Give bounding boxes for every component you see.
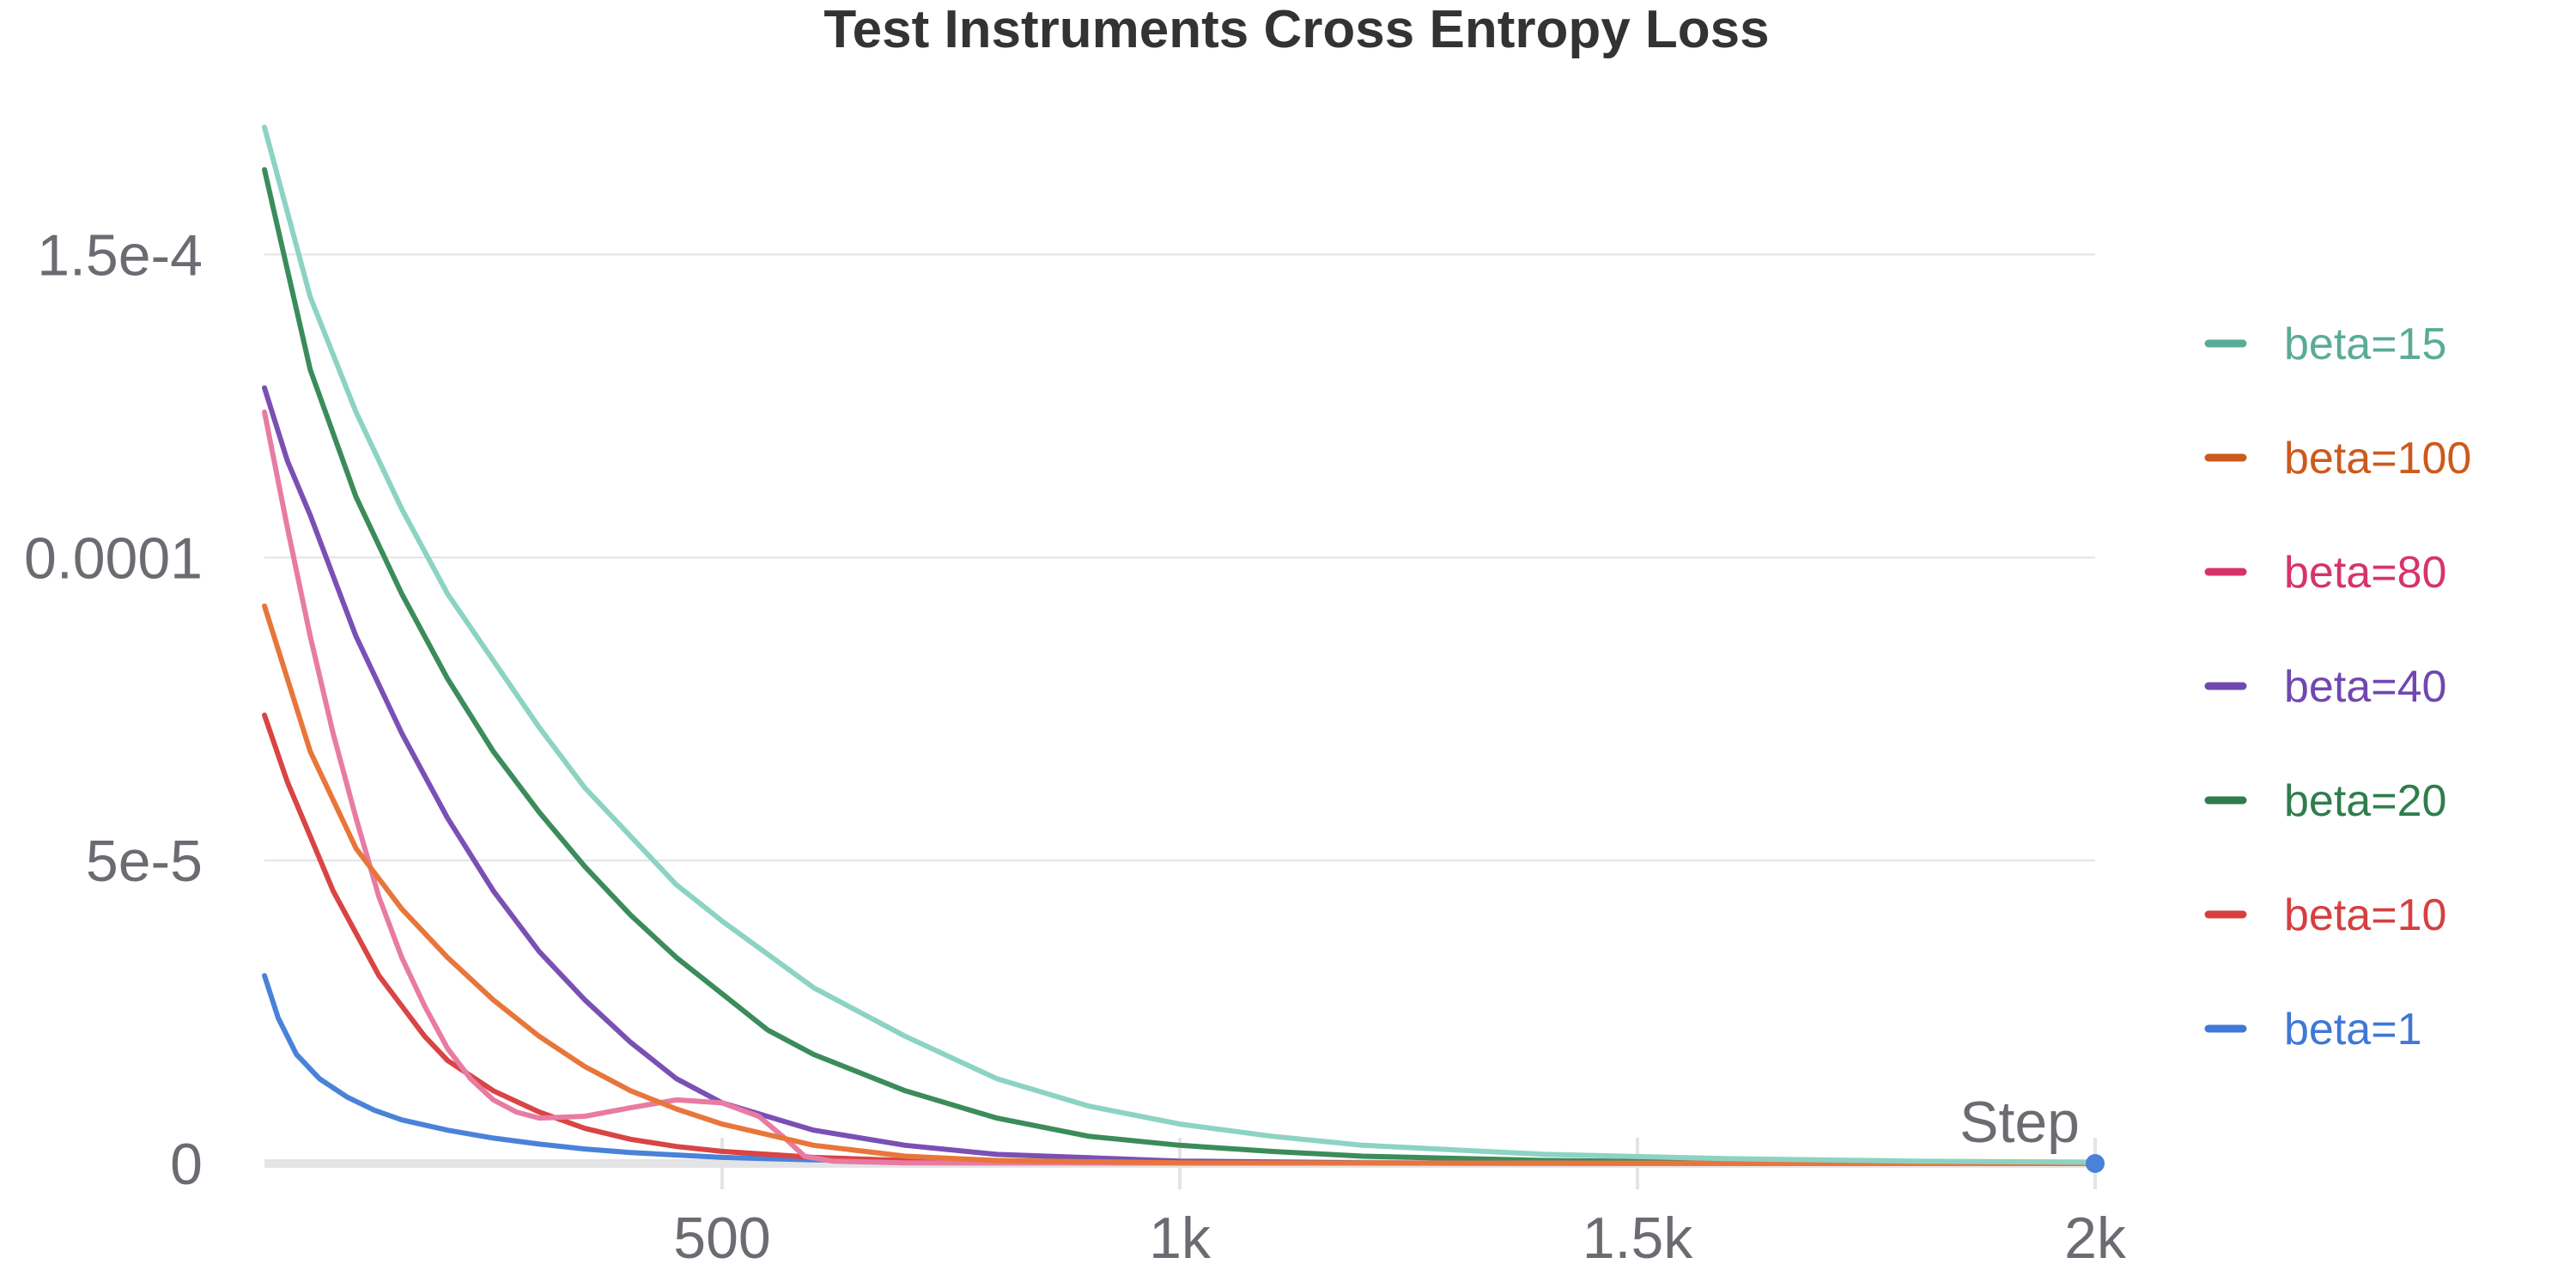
series-lines — [262, 125, 2105, 1173]
x-tick-label: 500 — [673, 1206, 770, 1271]
legend-label: beta=40 — [2284, 662, 2446, 712]
legend-item-beta-15[interactable]: beta=15 — [2204, 319, 2446, 369]
series-line-beta-1 — [262, 973, 2098, 1166]
legend-label: beta=10 — [2284, 890, 2446, 940]
legend-item-beta-100[interactable]: beta=100 — [2204, 434, 2471, 483]
legend-label: beta=100 — [2284, 434, 2471, 483]
legend-item-beta-10[interactable]: beta=10 — [2204, 890, 2446, 940]
hover-point-marker — [2086, 1154, 2105, 1173]
legend-label: beta=1 — [2284, 1005, 2422, 1054]
legend-label: beta=80 — [2284, 548, 2446, 598]
y-tick-label: 1.5e-4 — [37, 222, 203, 288]
series-line-beta-20 — [262, 167, 2098, 1166]
x-axis-title: Step — [1959, 1090, 2080, 1155]
y-tick-label: 5e-5 — [86, 829, 203, 894]
x-tick-label: 1.5k — [1583, 1206, 1694, 1271]
y-tick-label: 0 — [170, 1132, 203, 1197]
x-tick-label: 1k — [1149, 1206, 1212, 1271]
legend-label: beta=15 — [2284, 319, 2446, 369]
y-tick-label: 0.0001 — [24, 526, 203, 591]
series-line-beta-10 — [262, 712, 2098, 1166]
chart-title: Test Instruments Cross Entropy Loss — [823, 0, 1769, 59]
legend-item-beta-40[interactable]: beta=40 — [2204, 662, 2446, 712]
x-tick-label: 2k — [2064, 1206, 2127, 1271]
y-axis-ticks: 0 5e-5 0.0001 1.5e-4 — [24, 222, 203, 1197]
series-line-beta-100 — [262, 603, 2098, 1166]
legend-item-beta-1[interactable]: beta=1 — [2204, 1005, 2422, 1054]
legend-item-beta-80[interactable]: beta=80 — [2204, 548, 2446, 598]
series-line-beta-15 — [262, 125, 2098, 1165]
grid-lines — [264, 253, 2095, 1168]
legend-item-beta-20[interactable]: beta=20 — [2204, 776, 2446, 826]
legend[interactable]: beta=15 beta=100 beta=80 beta=40 beta=20 beta… — [2204, 319, 2471, 1054]
series-line-beta-40 — [262, 385, 2098, 1166]
legend-label: beta=20 — [2284, 776, 2446, 826]
series-line-beta-80 — [262, 409, 2098, 1166]
